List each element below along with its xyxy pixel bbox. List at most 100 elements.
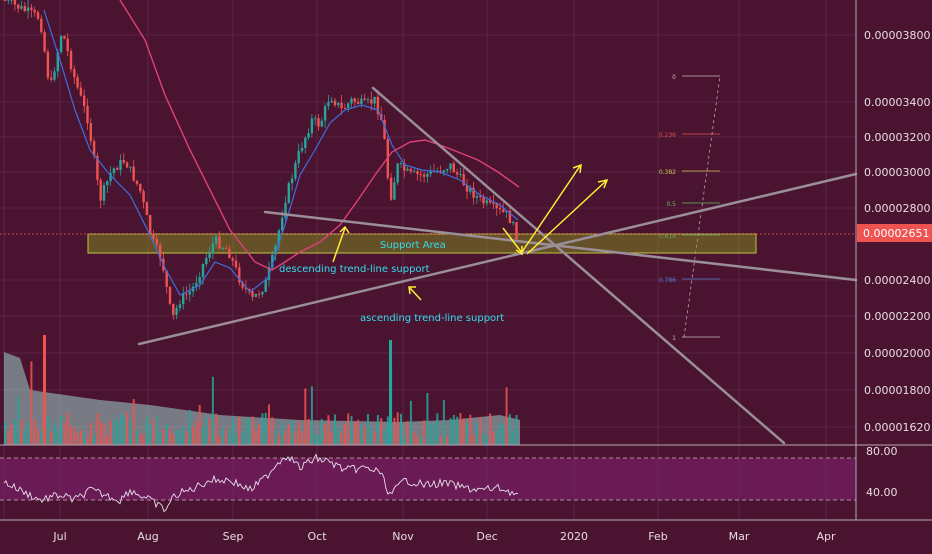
candle-body: [271, 254, 274, 268]
candle-body: [297, 150, 300, 164]
candle-body: [449, 163, 452, 169]
candle-body: [182, 293, 185, 305]
time-tick-label: 2020: [560, 530, 588, 543]
candle-body: [320, 120, 323, 127]
volume-bar: [10, 424, 13, 445]
ma-fast-line: [43, 9, 519, 296]
volume-bar: [367, 413, 369, 445]
fib-level-label: 0.236: [659, 132, 676, 139]
volume-bar: [126, 412, 129, 445]
candle-body: [495, 203, 498, 209]
support-area-label: Support Area: [380, 240, 446, 251]
volume-bar: [304, 388, 307, 445]
arrow-up-1-head: [572, 163, 582, 174]
volume-bar: [106, 435, 109, 445]
candle-body: [244, 287, 248, 290]
volume-bar: [429, 423, 432, 445]
volume-bar: [386, 416, 389, 445]
candle-body: [175, 307, 178, 315]
volume-bar: [413, 431, 416, 445]
candle-body: [224, 247, 228, 249]
candle-body: [455, 172, 459, 175]
price-tick-label: 0.00002400: [864, 274, 930, 287]
price-tick-label: 0.00002200: [864, 310, 930, 323]
price-axis[interactable]: 0.00003800 0.00003400 0.00003200 0.00003000…: [864, 29, 930, 434]
descending-trend-line[interactable]: [263, 210, 858, 282]
arrow-desc-head: [339, 225, 350, 234]
candle-body: [294, 163, 297, 179]
volume-bar: [452, 414, 455, 445]
volume-bar: [60, 416, 63, 445]
volume-bar: [96, 413, 99, 445]
candle-body: [426, 173, 429, 177]
volume-bar: [436, 413, 439, 445]
time-tick-label: Sep: [223, 530, 244, 543]
volume-bar: [505, 387, 508, 445]
volume-bar: [284, 430, 287, 445]
fib-level-label: 1: [672, 335, 676, 342]
volume-bar: [50, 431, 53, 445]
volume-bar: [63, 422, 66, 445]
candle-body: [119, 160, 122, 170]
candle-body: [201, 264, 205, 278]
volume-bar: [268, 404, 270, 445]
candle-body: [419, 174, 422, 176]
candle-body: [261, 292, 264, 295]
time-axis[interactable]: Jul Aug Sep Oct Nov Dec 2020 Feb Mar Apr: [52, 530, 836, 543]
volume-bar: [205, 417, 208, 445]
volume-bar: [469, 414, 472, 445]
volume-bar: [482, 433, 485, 445]
volume-bar: [99, 421, 102, 445]
candle-body: [86, 106, 89, 124]
volume-bar: [317, 435, 320, 445]
volume-bar: [274, 429, 277, 445]
volume-bar: [380, 418, 383, 445]
ascending-trend-line[interactable]: [137, 172, 858, 346]
volume-bar: [472, 434, 475, 445]
candle-body: [20, 6, 23, 9]
volume-bar: [389, 340, 392, 445]
candle-body: [429, 170, 432, 174]
volume-bar: [178, 431, 181, 445]
candle-body: [376, 96, 380, 115]
volume-bar: [165, 423, 168, 445]
arrow-down-head: [515, 246, 523, 256]
candle-body: [63, 36, 66, 39]
candle-body: [215, 236, 218, 244]
volume-bar: [162, 429, 165, 445]
candle-body: [492, 202, 495, 204]
candle-body: [221, 247, 224, 249]
candle-body: [56, 52, 59, 72]
candle-body: [442, 170, 446, 173]
volume-bar: [343, 424, 346, 445]
volume-bar: [231, 417, 234, 445]
volume-bar: [129, 421, 132, 445]
ma-slow-line: [119, 0, 520, 271]
volume-bar: [241, 432, 244, 445]
candle-body: [251, 291, 254, 297]
candle-body: [99, 179, 102, 201]
volume-bar: [238, 417, 241, 445]
candle-body: [241, 282, 244, 288]
upper-resistance-line[interactable]: [371, 86, 786, 445]
volume-bar: [357, 419, 360, 445]
price-tick-label: 0.00003400: [864, 96, 930, 109]
volume-bar: [122, 415, 125, 445]
candle-body: [257, 293, 261, 295]
rsi-axis[interactable]: 80.00 40.00: [866, 445, 898, 499]
volume-bar: [370, 427, 373, 445]
current-price-box: [857, 224, 932, 242]
arrow-up-2-head: [597, 178, 609, 189]
time-tick-label: Jul: [52, 530, 66, 543]
candle-body: [158, 244, 162, 259]
price-tick-label: 0.00003800: [864, 29, 930, 42]
volume-bar: [208, 418, 211, 445]
candle-body: [343, 107, 347, 109]
candle-body: [149, 215, 152, 234]
candle-body: [479, 196, 482, 198]
time-tick-label: Apr: [816, 530, 836, 543]
volume-bar: [46, 416, 49, 445]
volume-bar: [7, 430, 10, 445]
volume-bar: [198, 404, 201, 445]
